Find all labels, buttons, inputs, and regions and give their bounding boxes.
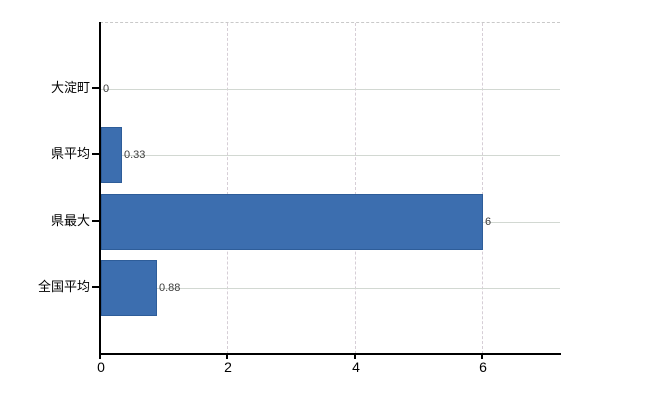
y-tick-mark <box>92 153 100 155</box>
x-tick-mark <box>354 353 356 359</box>
bar-value-label: 0.33 <box>124 149 146 161</box>
v-gridline <box>227 23 229 354</box>
y-tick-mark <box>92 87 100 89</box>
x-tick-label: 4 <box>352 359 360 375</box>
x-tick-label: 2 <box>224 359 232 375</box>
y-tick-mark <box>92 220 100 222</box>
bar-value-label: 0 <box>103 83 110 95</box>
h-gridline <box>101 155 560 156</box>
h-gridline <box>101 89 560 90</box>
v-gridline <box>354 23 356 354</box>
bar-value-label: 6 <box>485 216 492 228</box>
x-tick-label: 6 <box>479 359 487 375</box>
category-label: 県最大 <box>50 213 90 228</box>
bar <box>101 260 157 316</box>
bar <box>101 127 122 183</box>
category-label: 県平均 <box>50 146 90 161</box>
h-gridline <box>101 288 560 289</box>
category-label: 大淀町 <box>50 80 90 95</box>
x-tick-label: 0 <box>97 359 105 375</box>
x-tick-mark <box>226 353 228 359</box>
x-tick-mark <box>481 353 483 359</box>
y-tick-mark <box>92 286 100 288</box>
bar-value-label: 0.88 <box>159 282 181 294</box>
bar <box>101 194 483 250</box>
x-tick-mark <box>99 353 101 359</box>
x-axis-line <box>99 353 561 355</box>
category-label: 全国平均 <box>37 279 90 294</box>
y-axis-line <box>99 22 101 355</box>
v-gridline <box>482 23 484 354</box>
plot-area: 0 0.33 6 0.88 <box>100 22 560 354</box>
